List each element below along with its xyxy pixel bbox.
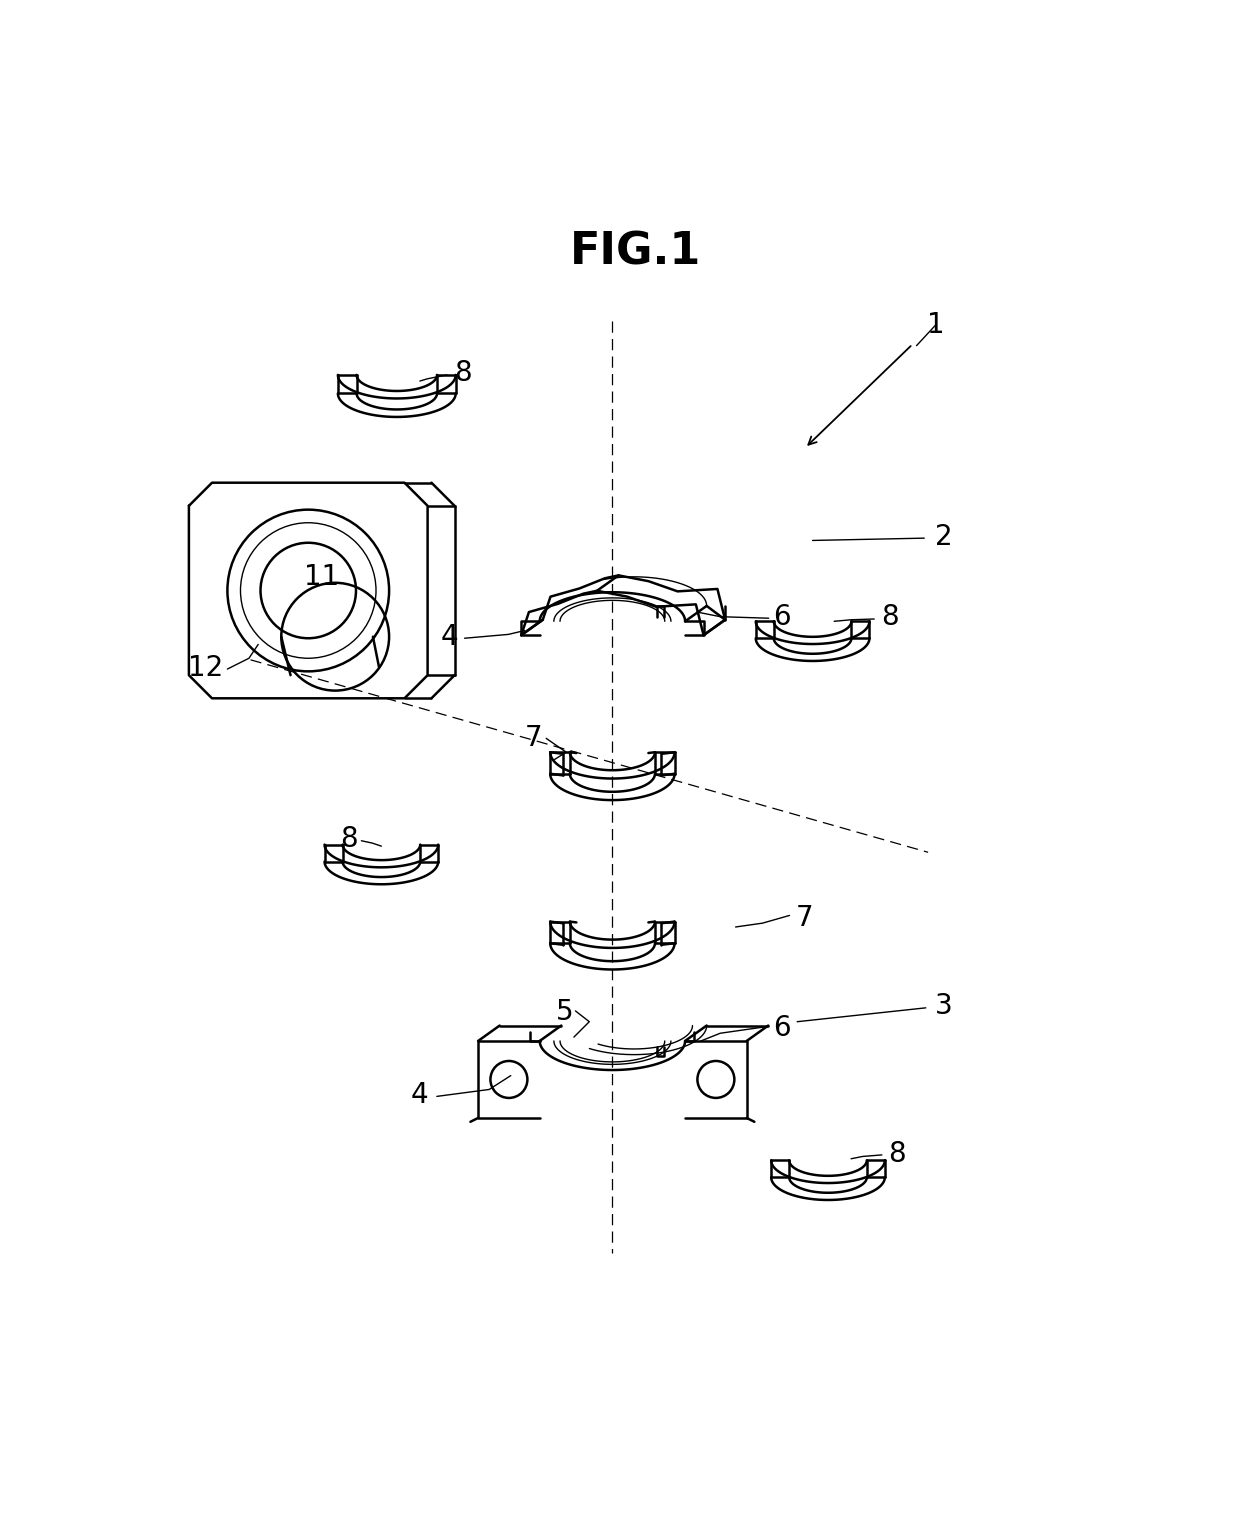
Text: 8: 8 — [340, 825, 358, 853]
Text: 1: 1 — [928, 312, 945, 339]
Text: 12: 12 — [188, 654, 223, 681]
Text: 2: 2 — [935, 523, 952, 550]
Text: 6: 6 — [773, 603, 791, 631]
Text: 6: 6 — [773, 1014, 791, 1041]
Text: 8: 8 — [880, 603, 899, 631]
Text: 3: 3 — [935, 993, 952, 1020]
Text: 8: 8 — [454, 359, 472, 388]
Text: 4: 4 — [412, 1081, 429, 1110]
Text: FIG.1: FIG.1 — [570, 230, 701, 274]
Text: 5: 5 — [556, 999, 573, 1026]
Text: 4: 4 — [440, 623, 458, 651]
Text: 8: 8 — [889, 1140, 906, 1169]
Text: 7: 7 — [525, 725, 543, 752]
Text: 7: 7 — [796, 904, 813, 932]
Text: 11: 11 — [304, 562, 339, 591]
